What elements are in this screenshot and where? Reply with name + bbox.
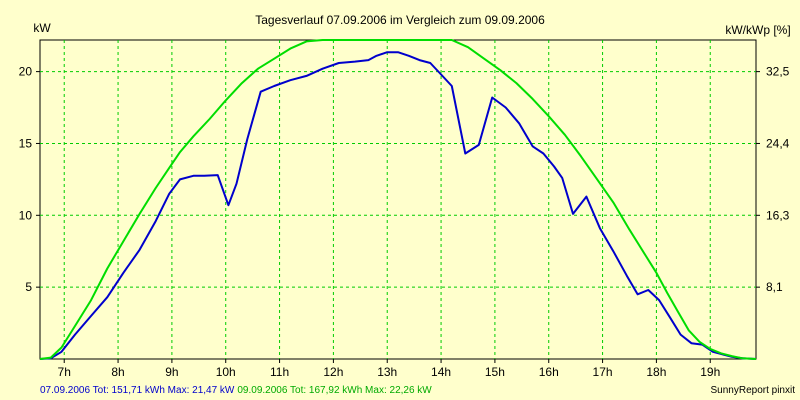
footer-series1-summary: 07.09.2006 Tot: 151,71 kWh Max: 21,47 kW: [40, 385, 235, 396]
series-line-2: [39, 39, 757, 360]
y-tick-label-right: 32,5: [766, 65, 790, 79]
x-tick-label: 13h: [377, 365, 397, 379]
y-tick-label-left: 20: [19, 65, 33, 79]
tick-marks: [36, 71, 760, 363]
x-tick-label: 9h: [165, 365, 178, 379]
y-tick-label-right: 8,1: [766, 280, 783, 294]
grid-lines: [40, 40, 756, 359]
series-lines: [39, 39, 757, 360]
y-axis-label-right: kW/kWp [%]: [725, 23, 790, 37]
x-tick-labels: 7h 8h 9h 10h 11h 12h 13h 14h 15h 16h 17h 18h 19h: [58, 365, 721, 379]
x-tick-label: 7h: [58, 365, 71, 379]
x-tick-label: 15h: [485, 365, 505, 379]
series-line-1: [39, 51, 757, 360]
y-tick-label-left: 10: [19, 208, 33, 222]
footer-series-summary: 07.09.2006 Tot: 151,71 kWh Max: 21,47 kW…: [40, 385, 432, 396]
footer-credit: SunnyReport pinxit: [711, 385, 796, 396]
x-tick-label: 10h: [216, 365, 236, 379]
x-tick-label: 11h: [270, 365, 289, 379]
x-tick-label: 14h: [431, 365, 451, 379]
plot-area: [39, 39, 757, 360]
x-tick-label: 16h: [539, 365, 559, 379]
y-tick-label-left: 15: [19, 136, 33, 150]
x-tick-label: 12h: [323, 365, 343, 379]
footer-series2-summary: 09.09.2006 Tot: 167,92 kWh Max: 22,26 kW: [237, 385, 432, 396]
y-tick-labels: 5 8,1 10 16,3 15 24,4 20 32,5: [19, 65, 790, 295]
x-tick-label: 19h: [700, 365, 720, 379]
y-tick-label-right: 24,4: [766, 136, 790, 150]
y-tick-label-left: 5: [25, 280, 32, 294]
chart-title: Tagesverlauf 07.09.2006 im Vergleich zum…: [255, 13, 545, 27]
x-tick-label: 17h: [593, 365, 613, 379]
x-tick-label: 18h: [646, 365, 666, 379]
x-tick-label: 8h: [111, 365, 124, 379]
y-axis-label-left: kW: [33, 21, 51, 35]
y-tick-label-right: 16,3: [766, 208, 790, 222]
